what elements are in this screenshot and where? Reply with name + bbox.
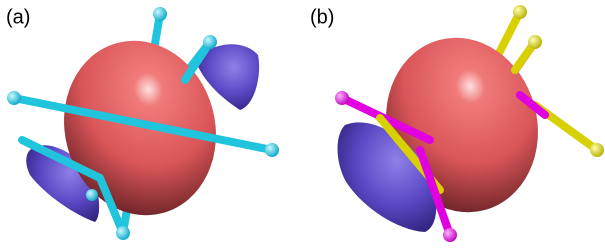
- atom: [528, 35, 542, 49]
- page: (a) (b) (() => { const data = JSON.parse…: [0, 0, 605, 249]
- figure: (a) (b): [0, 0, 605, 249]
- atom: [153, 7, 167, 21]
- atom: [116, 226, 130, 240]
- atom: [7, 91, 21, 105]
- panel-a: (a): [6, 6, 279, 240]
- panel-b: (b): [310, 5, 604, 242]
- atom: [590, 143, 604, 157]
- atom: [335, 91, 349, 105]
- panel-label: (a): [6, 6, 30, 28]
- atom: [513, 5, 527, 19]
- atom: [265, 143, 279, 157]
- atom: [443, 228, 457, 242]
- panel-label: (b): [310, 6, 334, 28]
- atom: [86, 189, 98, 201]
- atom: [203, 35, 217, 49]
